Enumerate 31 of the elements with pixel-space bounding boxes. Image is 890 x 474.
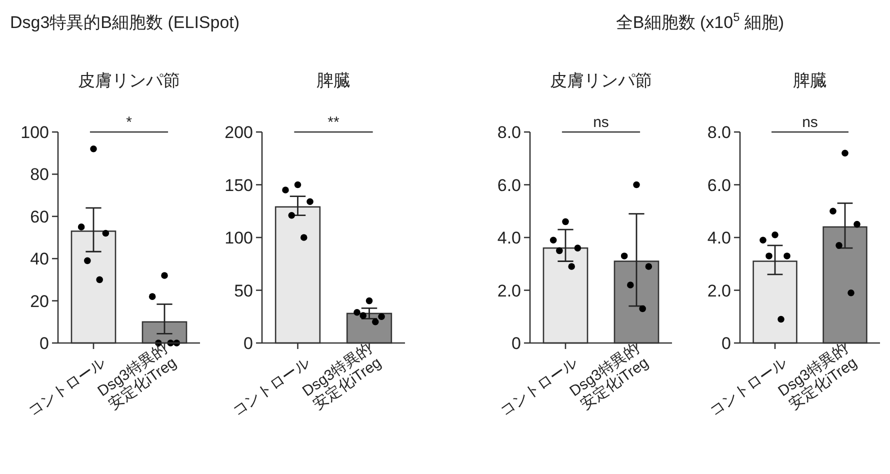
y-tick-label: 50 <box>234 281 253 300</box>
chart-subtitle: 皮膚リンパ節 <box>550 71 652 90</box>
y-tick-label: 0 <box>722 334 731 353</box>
y-tick-label: 20 <box>30 292 49 311</box>
text: ns <box>802 114 818 131</box>
y-tick-label: 100 <box>20 123 49 142</box>
y-tick-label: 8.0 <box>707 123 731 142</box>
chart-title: 全B細胞数 (x10$^{5}$ 細胞) <box>616 10 784 32</box>
y-tick-label: 8.0 <box>497 123 521 142</box>
y-tick-label: 2.0 <box>497 281 521 300</box>
chart-title: Dsg3特異的B細胞数 (ELISpot) <box>10 13 240 32</box>
y-tick-label: 4.0 <box>707 228 731 248</box>
chart-subtitle: 脾臓 <box>793 71 827 90</box>
chart-subtitle: 皮膚リンパ節 <box>78 71 180 90</box>
y-tick-label: 4.0 <box>497 228 521 248</box>
y-tick-label: 60 <box>30 207 49 226</box>
y-tick-label: 6.0 <box>497 176 521 195</box>
y-tick-label: 0 <box>40 334 49 353</box>
y-tick-label: 80 <box>30 165 49 184</box>
y-tick-label: 0 <box>244 334 253 353</box>
y-tick-label: 150 <box>224 176 253 195</box>
text: ns <box>593 114 609 131</box>
y-tick-label: 40 <box>30 250 49 269</box>
y-tick-label: 200 <box>224 123 253 142</box>
text: ** <box>328 114 340 131</box>
chart-subtitle: 脾臓 <box>316 71 350 90</box>
text: * <box>126 114 132 131</box>
y-tick-label: 2.0 <box>707 281 731 300</box>
y-tick-label: 6.0 <box>707 176 731 195</box>
y-tick-label: 100 <box>224 228 253 248</box>
y-tick-label: 0 <box>512 334 521 353</box>
